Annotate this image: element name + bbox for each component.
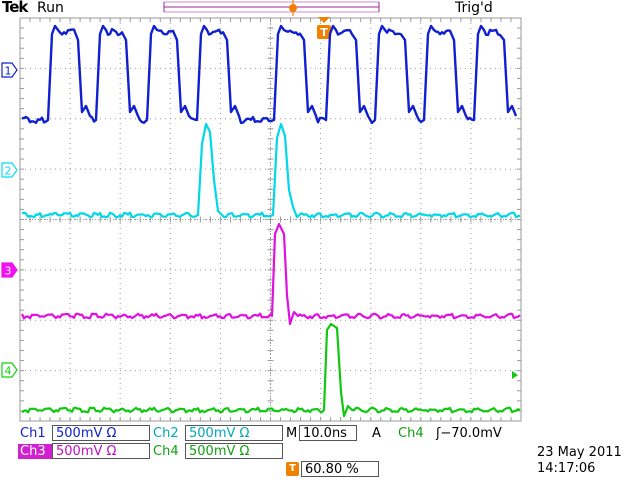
- trigger-mode: A: [372, 426, 381, 441]
- trigger-marker-icon[interactable]: T: [317, 17, 331, 39]
- ch1-label[interactable]: Ch1: [20, 426, 46, 441]
- time-readout: 14:17:06: [537, 461, 596, 476]
- ch4-ground-marker-icon[interactable]: 4: [1, 362, 18, 378]
- ch1-scale[interactable]: 500mV Ω: [52, 425, 150, 441]
- trigger-position-value[interactable]: 60.80 %: [301, 461, 379, 477]
- ch2-marker-label: 2: [5, 165, 12, 178]
- ch1-waveform: [21, 24, 518, 125]
- trigger-source[interactable]: Ch4: [398, 426, 424, 441]
- ch4-waveform: [21, 322, 521, 418]
- ch4-scale[interactable]: 500mV Ω: [185, 443, 283, 459]
- timebase-value[interactable]: 10.0ns: [299, 425, 357, 441]
- ch4-marker-label: 4: [5, 365, 12, 378]
- brand-logo: Tek: [2, 0, 28, 16]
- ch3-ground-marker-icon[interactable]: 3: [1, 262, 18, 278]
- trigger-level[interactable]: ʃ−70.0mV: [436, 426, 502, 441]
- ch4-label[interactable]: Ch4: [153, 444, 179, 459]
- ch3-scale[interactable]: 500mV Ω: [52, 443, 150, 459]
- trigger-level-arrow-icon[interactable]: [512, 371, 518, 379]
- trigger-position-marker-icon: T: [286, 462, 299, 476]
- ch2-ground-marker-icon[interactable]: 2: [1, 162, 18, 178]
- ch1-ground-marker-icon[interactable]: 1: [1, 62, 18, 78]
- graticule-grid: [19, 17, 522, 422]
- record-length-bar: [163, 1, 380, 13]
- ch2-scale[interactable]: 500mV Ω: [185, 425, 283, 441]
- ch3-waveform: [20, 222, 521, 326]
- date-readout: 23 May 2011: [537, 445, 622, 460]
- ch1-marker-label: 1: [5, 65, 12, 78]
- ch2-waveform: [21, 122, 521, 219]
- trigger-status: Trig'd: [455, 0, 493, 16]
- ch2-label[interactable]: Ch2: [153, 426, 179, 441]
- ch3-marker-label: 3: [5, 265, 12, 278]
- ch3-label[interactable]: Ch3: [18, 444, 52, 459]
- acquisition-state: Run: [37, 0, 64, 16]
- timebase-prefix: M: [286, 426, 298, 441]
- trigger-position-icon: [289, 0, 297, 16]
- trigger-marker-label: T: [320, 26, 328, 39]
